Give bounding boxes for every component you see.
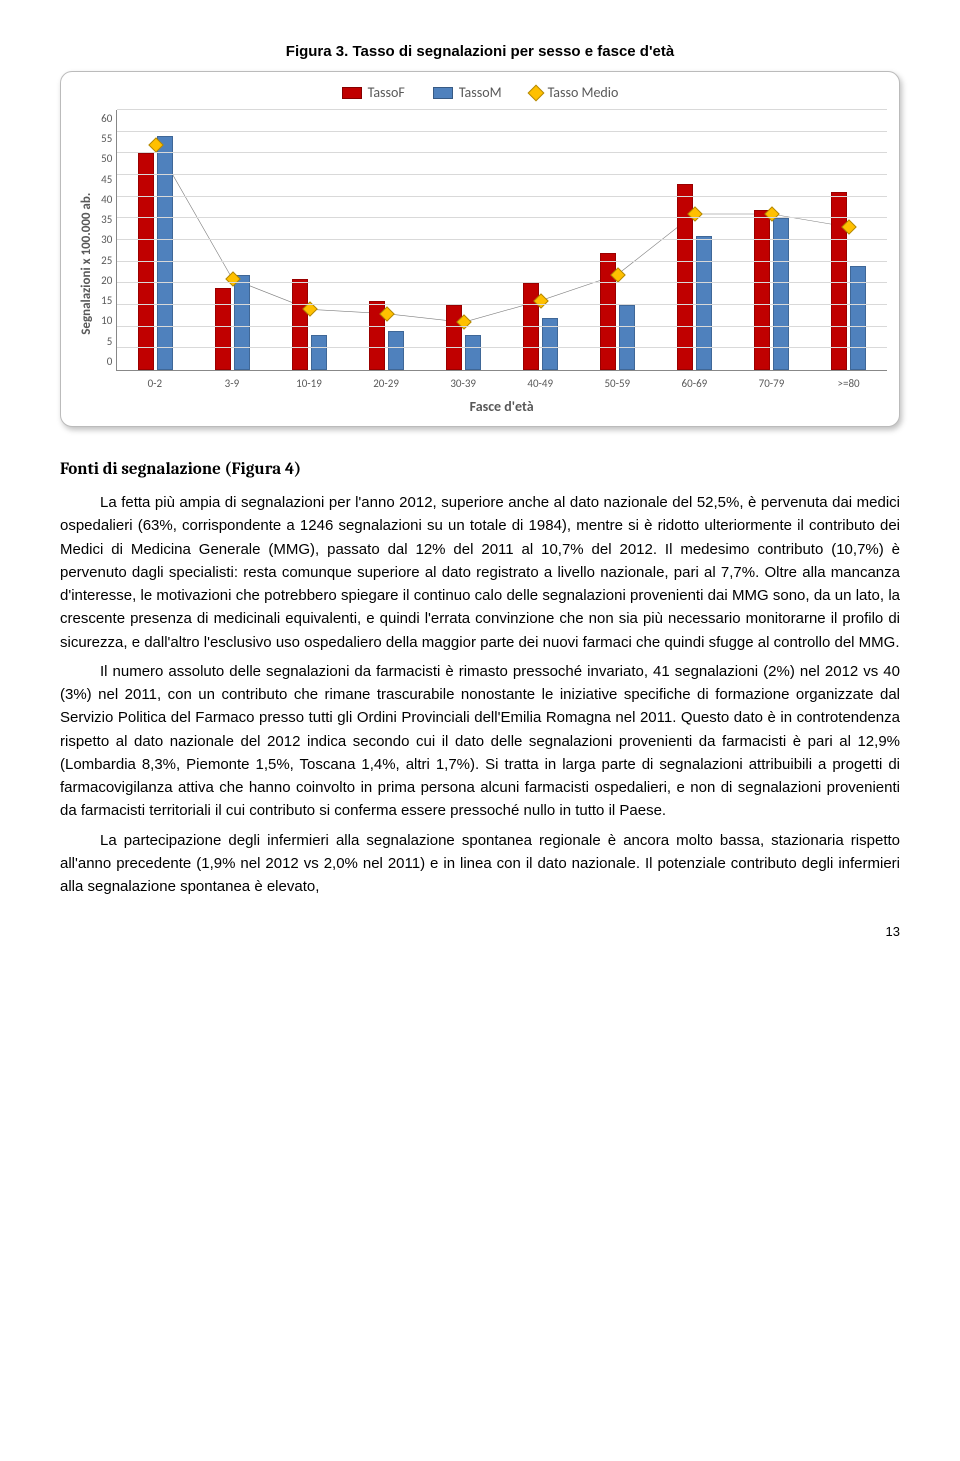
legend-item-medio: Tasso Medio [530,82,619,104]
x-tick: 20-29 [348,375,425,392]
x-tick: 50-59 [579,375,656,392]
paragraph-2: Il numero assoluto delle segnalazioni da… [60,660,900,823]
figure-title: Figura 3. Tasso di segnalazioni per sess… [60,40,900,63]
bar-group [117,110,194,370]
x-tick: 30-39 [425,375,502,392]
paragraph-1: La fetta più ampia di segnalazioni per l… [60,491,900,654]
bar-tassof [754,210,770,370]
grid-line [117,261,887,262]
grid-line [117,131,887,132]
legend-label-f: TassoF [368,82,405,104]
swatch-m [433,87,453,99]
grid-line [117,347,887,348]
y-tick: 20 [101,272,112,289]
grid-line [117,239,887,240]
grid-line [117,282,887,283]
grid-line [117,304,887,305]
y-tick: 45 [101,171,112,188]
bar-tassom [234,275,250,370]
bar-tassom [388,331,404,370]
page-number: 13 [60,922,900,942]
bar-tassom [157,136,173,370]
bar-tassof [215,288,231,370]
grid-line [117,326,887,327]
y-tick: 5 [101,333,112,350]
grid-line [117,174,887,175]
legend-item-m: TassoM [433,82,502,104]
paragraph-3: La partecipazione degli infermieri alla … [60,829,900,899]
y-tick: 10 [101,312,112,329]
chart-bar-groups [117,110,887,370]
bar-tassof [831,192,847,370]
grid-line [117,196,887,197]
y-axis-ticks: 605550454035302520151050 [101,110,116,370]
y-tick: 30 [101,231,112,248]
chart-container: TassoF TassoM Tasso Medio Segnalazioni x… [60,71,900,426]
legend-label-m: TassoM [459,82,502,104]
grid-line [117,152,887,153]
chart-legend: TassoF TassoM Tasso Medio [73,82,887,104]
x-tick: 0-2 [116,375,193,392]
x-tick: >=80 [810,375,887,392]
bar-group [810,110,887,370]
bar-group [579,110,656,370]
bar-tassom [619,305,635,370]
grid-line [117,109,887,110]
bar-group [348,110,425,370]
y-axis-label: Segnalazioni x 100.000 ab. [73,110,101,418]
x-tick: 40-49 [502,375,579,392]
grid-line [117,217,887,218]
y-tick: 35 [101,211,112,228]
x-tick: 10-19 [270,375,347,392]
y-tick: 60 [101,110,112,127]
bar-group [656,110,733,370]
y-tick: 15 [101,292,112,309]
x-axis-ticks: 0-23-910-1920-2930-3940-4950-5960-6970-7… [116,375,887,392]
chart-plot-area [116,110,887,371]
x-tick: 60-69 [656,375,733,392]
y-tick: 25 [101,252,112,269]
bar-group [271,110,348,370]
swatch-f [342,87,362,99]
bar-group [733,110,810,370]
bar-group [425,110,502,370]
section-heading: Fonti di segnalazione (Figura 4) [60,457,900,483]
bar-tassof [292,279,308,370]
bar-tassom [311,335,327,370]
legend-label-medio: Tasso Medio [548,82,619,104]
bar-group [194,110,271,370]
bar-tassom [696,236,712,370]
x-tick: 70-79 [733,375,810,392]
y-tick: 0 [101,353,112,370]
y-tick: 55 [101,130,112,147]
y-tick: 50 [101,150,112,167]
legend-item-f: TassoF [342,82,405,104]
bar-group [502,110,579,370]
bar-tassom [465,335,481,370]
x-tick: 3-9 [193,375,270,392]
x-axis-label: Fasce d'età [116,396,887,418]
bar-tassof [446,305,462,370]
swatch-medio [527,85,544,102]
y-tick: 40 [101,191,112,208]
bar-tassof [138,153,154,370]
